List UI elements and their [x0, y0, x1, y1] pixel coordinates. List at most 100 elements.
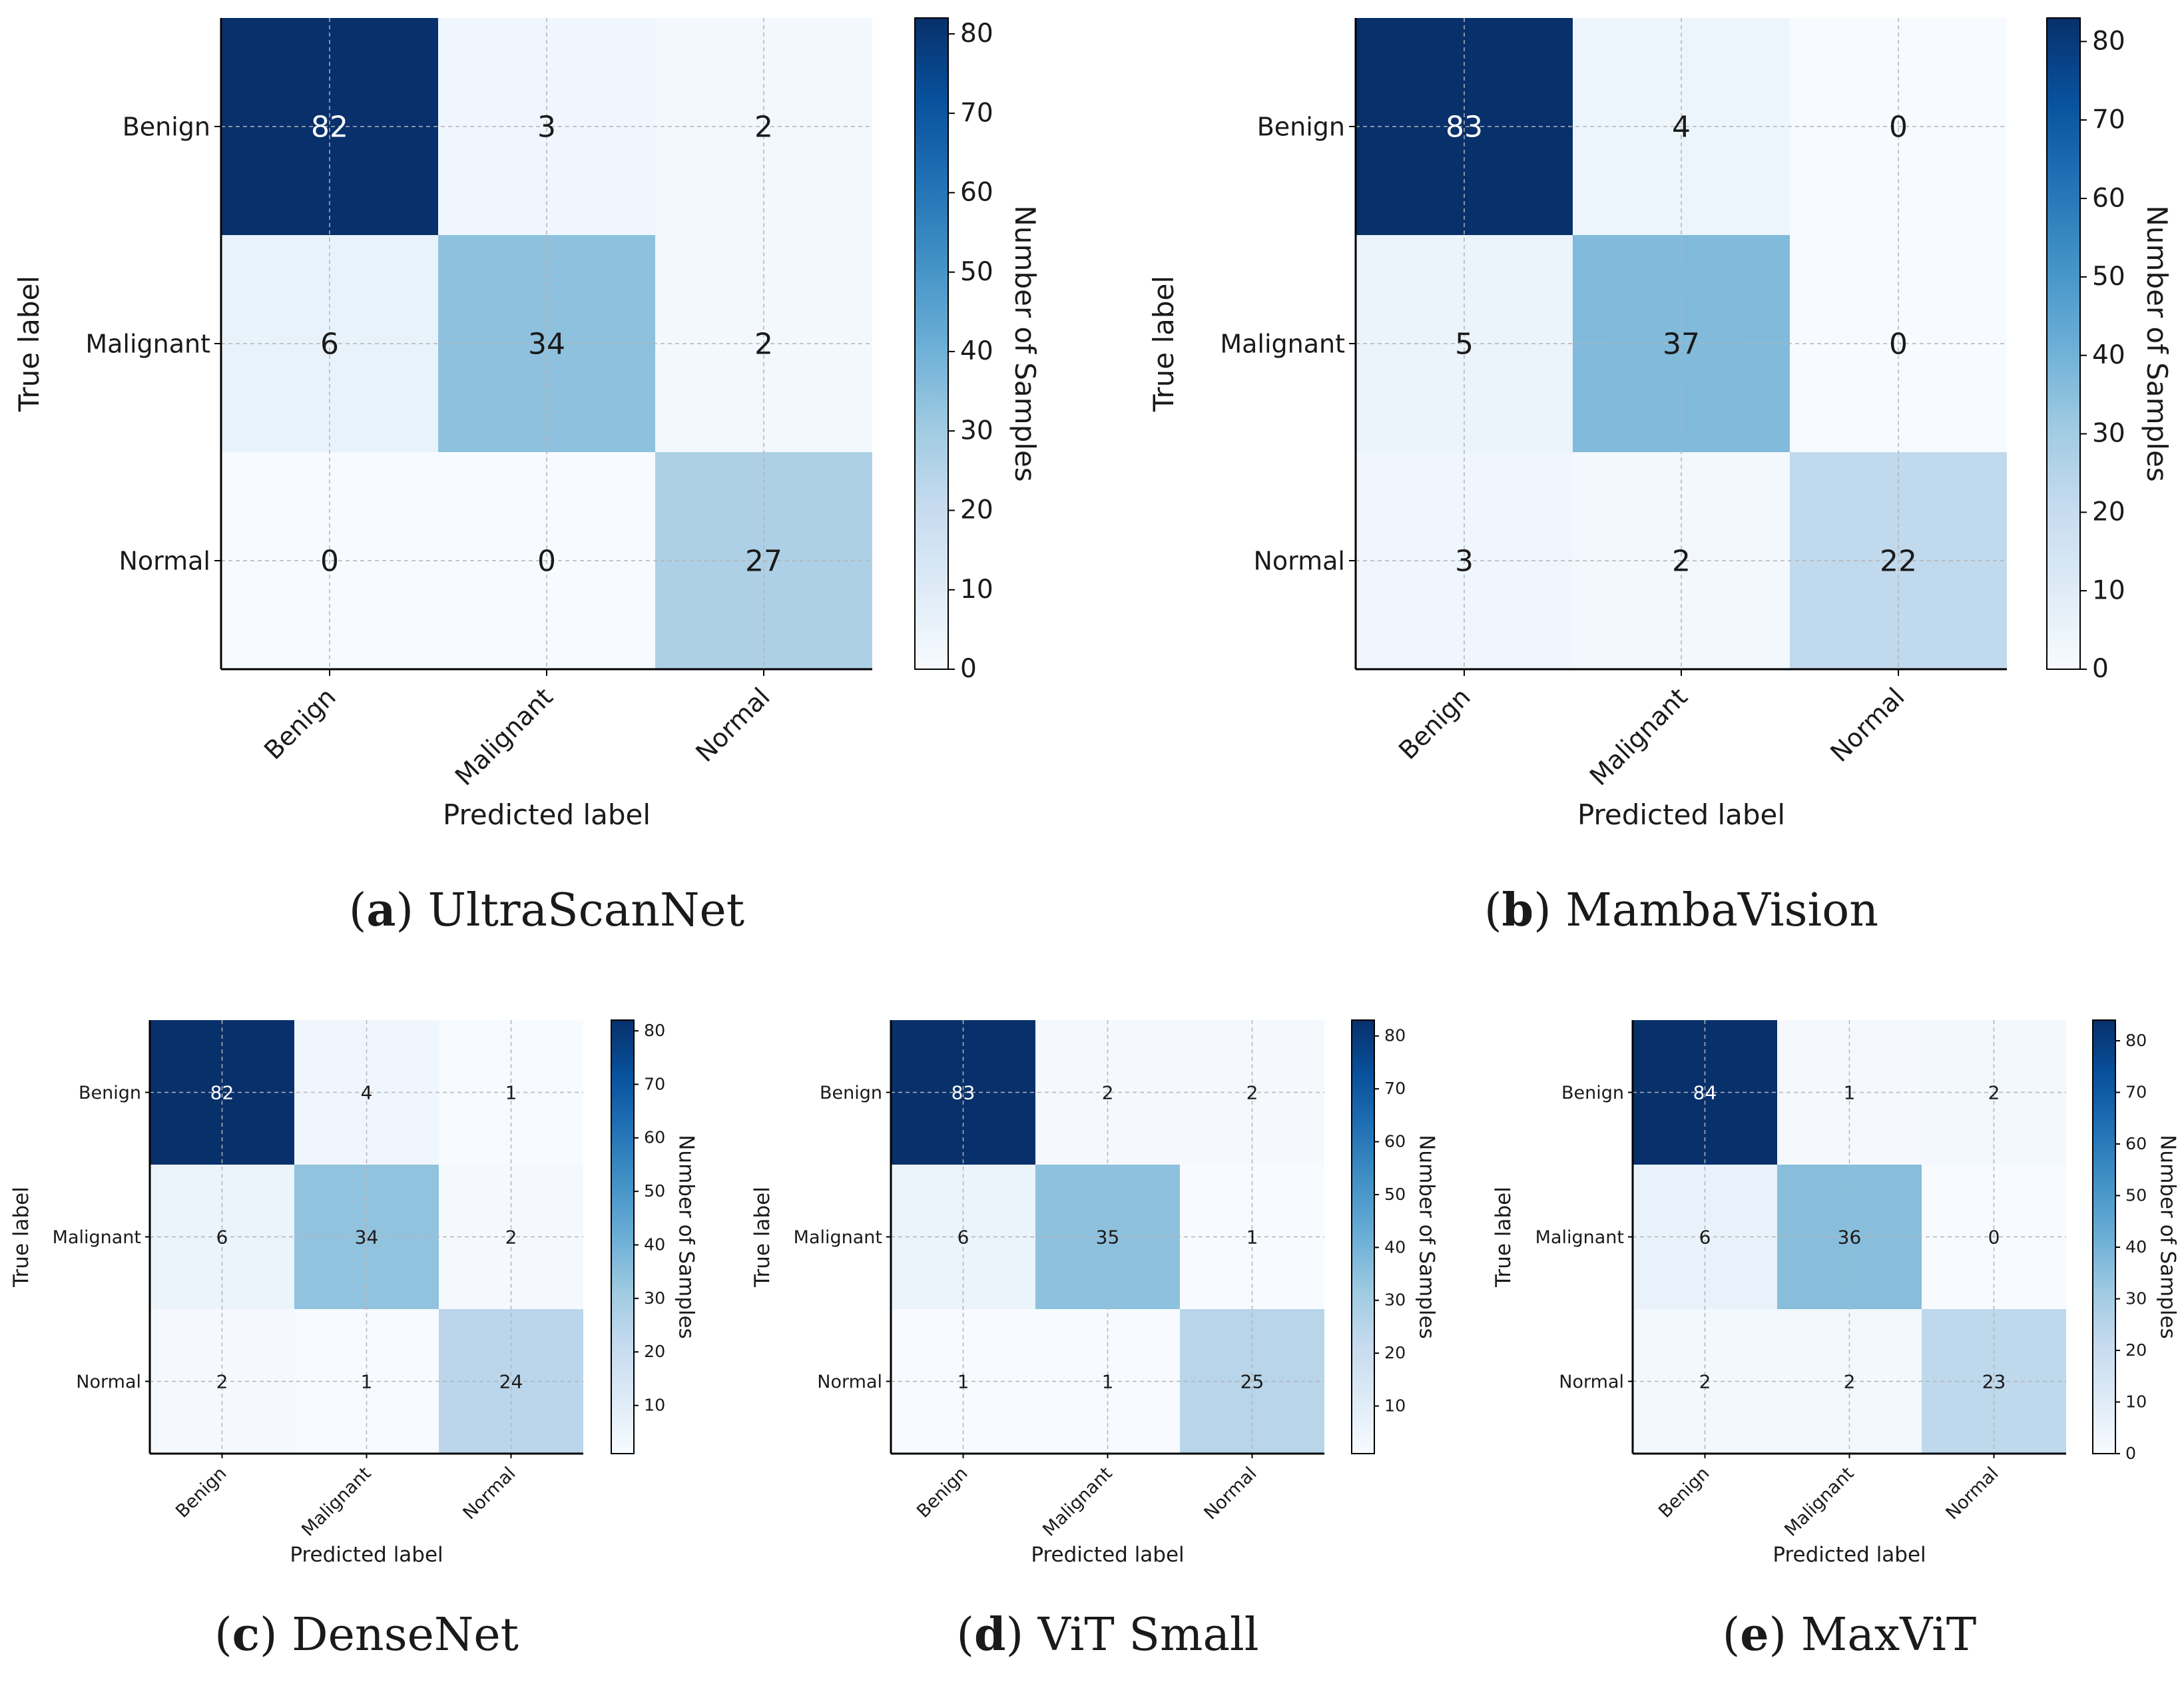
x-tick-label: Normal	[1824, 682, 1910, 767]
colorbar-tick-label: 50	[2125, 1185, 2147, 1205]
colorbar-tick-label: 20	[2092, 497, 2125, 527]
panel-caption: (e) MaxViT	[1723, 1608, 1977, 1661]
y-axis-title: True label	[750, 1187, 774, 1288]
colorbar-tick-label: 60	[2125, 1134, 2147, 1153]
x-tick-label: Normal	[1201, 1463, 1261, 1524]
colorbar-tick-label: 60	[960, 178, 993, 208]
colorbar	[1351, 1019, 1375, 1454]
cell-value-label: 1	[1246, 1226, 1258, 1248]
caption-paren-close: )	[260, 1609, 292, 1661]
cell-value-label: 6	[216, 1226, 228, 1248]
colorbar-tick-label: 80	[2125, 1031, 2147, 1050]
cell-value-label: 25	[1240, 1370, 1264, 1392]
confusion-matrix-panel-e: 84 1 2 6 36 0 2 2 23 Benign Benign Malignant Maligna…	[1492, 1019, 2180, 1661]
cell-value-label: 82	[210, 1081, 234, 1103]
colorbar-tick-label: 20	[1384, 1343, 1406, 1362]
cell-value-label: 0	[537, 544, 556, 578]
caption-letter: d	[974, 1608, 1006, 1661]
cell-value-label: 2	[1699, 1370, 1711, 1392]
colorbar-tick-label: 70	[644, 1074, 665, 1093]
colorbar-label: Number of Samples	[675, 1135, 698, 1339]
y-tick-label: Normal	[817, 1372, 882, 1392]
colorbar-tick-label: 50	[960, 257, 993, 287]
x-tick-label: Benign	[172, 1463, 230, 1522]
colorbar-tick-label: 30	[1384, 1290, 1406, 1310]
colorbar-tick-label: 10	[2092, 575, 2125, 605]
colorbar	[2046, 17, 2081, 670]
colorbar-tick-label: 50	[2092, 262, 2125, 292]
cell-value-label: 2	[1844, 1370, 1856, 1392]
colorbar-tick-label: 50	[644, 1181, 665, 1201]
y-axis-title: True label	[13, 276, 45, 412]
cell-value-label: 6	[320, 327, 339, 361]
cell-value-label: 24	[499, 1370, 523, 1392]
y-tick-label: Normal	[1254, 546, 1346, 575]
cell-value-label: 6	[957, 1226, 969, 1248]
colorbar-tick-label: 40	[960, 336, 993, 366]
x-tick-label: Normal	[1942, 1463, 2003, 1524]
colorbar-tick-label: 30	[2125, 1288, 2147, 1308]
colorbar-tick-label: 70	[2125, 1082, 2147, 1101]
caption-paren-open: (	[1484, 884, 1502, 937]
colorbar-tick-label: 20	[960, 495, 993, 525]
cell-value-label: 35	[1096, 1226, 1120, 1248]
confusion-matrix-panel-b: 83 4 05 37 03 2 22BenignBenignMalignantMaligna…	[1147, 17, 2173, 937]
cell-value-label: 83	[952, 1081, 975, 1103]
colorbar-tick-label: 20	[2125, 1340, 2147, 1360]
confusion-matrix-panel-a: 82 3 26 34 20 0 27BenignBenignMalignantMaligna…	[13, 17, 1041, 937]
colorbar-tick-label: 60	[644, 1128, 665, 1147]
panel-caption: (c) DenseNet	[214, 1608, 519, 1661]
panel-caption: (d) ViT Small	[957, 1608, 1259, 1661]
caption-paren-open: (	[349, 884, 367, 937]
y-tick-label: Benign	[820, 1083, 882, 1103]
cell-value-label: 27	[745, 544, 782, 578]
y-axis-title: True label	[1147, 276, 1180, 412]
colorbar-tick-label: 80	[2092, 27, 2125, 57]
cell-value-label: 83	[1446, 110, 1483, 144]
x-tick-label: Normal	[459, 1463, 520, 1524]
colorbar-tick-label: 10	[960, 575, 993, 605]
colorbar-tick-label: 50	[1384, 1185, 1406, 1204]
cell-value-label: 2	[1988, 1081, 2000, 1103]
y-tick-label: Malignant	[1535, 1227, 1624, 1248]
x-tick-label: Malignant	[1039, 1463, 1116, 1540]
cell-value-label: 2	[1672, 544, 1691, 578]
colorbar-tick-label: 10	[1384, 1396, 1406, 1415]
caption-title: MaxViT	[1801, 1609, 1977, 1661]
cell-value-label: 34	[528, 327, 565, 361]
caption-paren-close: )	[1769, 1609, 1801, 1661]
cell-value-label: 34	[355, 1226, 379, 1248]
heatmap-cell	[1356, 18, 1573, 235]
colorbar	[914, 17, 949, 670]
colorbar-tick-label: 20	[644, 1342, 665, 1361]
cell-value-label: 2	[1102, 1081, 1114, 1103]
panel-caption: (a) UltraScanNet	[349, 884, 744, 937]
caption-paren-open: (	[214, 1609, 232, 1661]
colorbar-tick-label: 0	[2125, 1444, 2136, 1463]
x-tick-label: Benign	[913, 1463, 971, 1522]
colorbar-tick-label: 30	[644, 1288, 665, 1308]
caption-letter: c	[232, 1608, 260, 1661]
y-tick-label: Benign	[123, 112, 210, 141]
colorbar-tick-label: 60	[2092, 183, 2125, 213]
colorbar-tick-label: 80	[960, 19, 993, 49]
cell-value-label: 37	[1663, 327, 1700, 361]
cell-value-label: 1	[1844, 1081, 1856, 1103]
heatmap-cell	[221, 18, 438, 235]
colorbar-label: Number of Samples	[2156, 1135, 2180, 1339]
cell-value-label: 3	[537, 110, 556, 144]
colorbar	[2092, 1019, 2116, 1454]
cell-value-label: 23	[1982, 1370, 2006, 1392]
confusion-matrix-panel-c: 82 4 1 6 34 2 2 1 24 Benign Benign Malignant Maligna…	[9, 1019, 698, 1661]
colorbar-tick-label: 70	[1384, 1079, 1406, 1098]
y-tick-label: Normal	[119, 546, 211, 575]
cell-value-label: 2	[754, 110, 773, 144]
caption-paren-close: )	[1533, 884, 1565, 937]
cell-value-label: 1	[361, 1370, 373, 1392]
x-axis-title: Predicted label	[1577, 798, 1785, 831]
x-tick-label: Malignant	[449, 682, 559, 791]
confusion-matrix-panel-d: 83 2 2 6 35 1 1 1 25 Benign Benign Malignant Maligna…	[750, 1019, 1439, 1661]
cell-value-label: 2	[1246, 1081, 1258, 1103]
y-tick-label: Malignant	[1220, 329, 1345, 358]
colorbar-tick-label: 30	[960, 416, 993, 445]
